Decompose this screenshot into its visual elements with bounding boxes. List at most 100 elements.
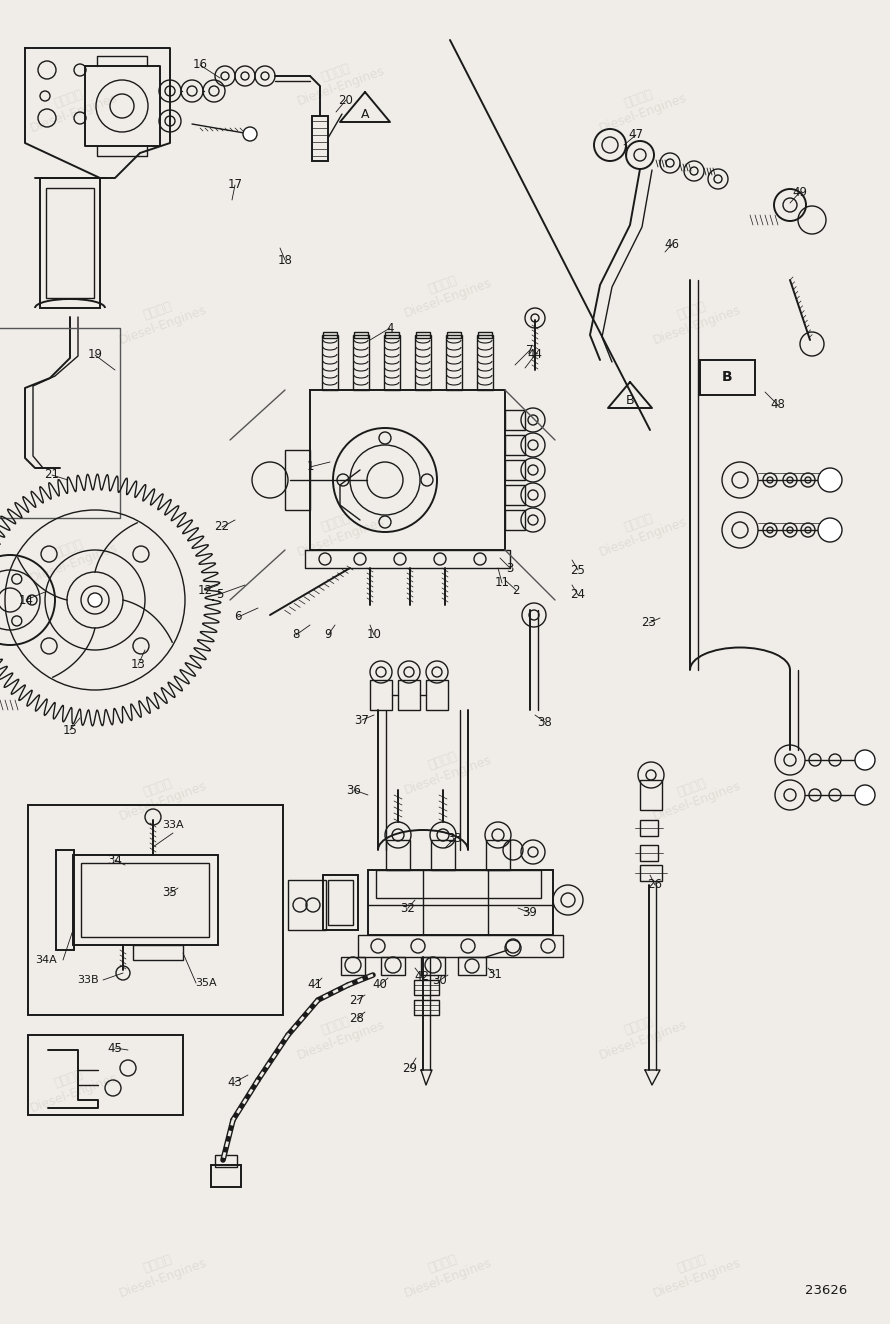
- Bar: [285, 450, 310, 510]
- Bar: [414, 1000, 439, 1016]
- Text: 25: 25: [570, 564, 586, 576]
- Bar: [505, 410, 525, 430]
- Text: 紫发动力
Diesel-Engines: 紫发动力 Diesel-Engines: [646, 289, 742, 347]
- Text: 30: 30: [433, 973, 448, 986]
- Bar: [447, 332, 461, 338]
- Bar: [415, 335, 431, 391]
- Circle shape: [818, 467, 842, 493]
- Bar: [505, 510, 525, 530]
- Text: B: B: [626, 393, 635, 406]
- Bar: [40, 177, 100, 308]
- Circle shape: [818, 518, 842, 542]
- Bar: [446, 335, 462, 391]
- Text: 7: 7: [526, 343, 534, 356]
- Bar: [370, 681, 392, 710]
- Bar: [81, 863, 209, 937]
- Text: 紫发动力
Diesel-Engines: 紫发动力 Diesel-Engines: [593, 1004, 689, 1062]
- Text: A: A: [360, 107, 369, 120]
- Bar: [416, 332, 430, 338]
- Text: 38: 38: [538, 715, 553, 728]
- Bar: [28, 1035, 183, 1115]
- Text: 10: 10: [367, 629, 382, 642]
- Text: 47: 47: [628, 128, 643, 142]
- Text: 34A: 34A: [35, 955, 57, 965]
- Text: 24: 24: [570, 588, 586, 601]
- Bar: [478, 332, 492, 338]
- Text: 48: 48: [771, 399, 786, 412]
- Bar: [46, 188, 94, 298]
- Text: 33A: 33A: [162, 820, 184, 830]
- Text: 28: 28: [350, 1012, 364, 1025]
- Bar: [477, 335, 493, 391]
- Text: 紫发动力
Diesel-Engines: 紫发动力 Diesel-Engines: [112, 1242, 208, 1300]
- Circle shape: [88, 593, 102, 606]
- Bar: [431, 839, 455, 870]
- Text: 42: 42: [415, 970, 430, 984]
- Text: 43: 43: [228, 1075, 242, 1088]
- Circle shape: [243, 127, 257, 140]
- Text: 17: 17: [228, 179, 242, 192]
- Bar: [384, 335, 400, 391]
- Text: 23: 23: [642, 617, 657, 629]
- Text: 紫发动力
Diesel-Engines: 紫发动力 Diesel-Engines: [397, 262, 493, 320]
- Circle shape: [855, 749, 875, 771]
- Text: 41: 41: [308, 978, 322, 992]
- Text: 4: 4: [386, 322, 393, 335]
- Bar: [700, 360, 755, 395]
- Bar: [381, 957, 405, 974]
- Text: 49: 49: [792, 185, 807, 199]
- Text: 31: 31: [488, 968, 503, 981]
- Text: 紫发动力
Diesel-Engines: 紫发动力 Diesel-Engines: [112, 765, 208, 824]
- Text: 22: 22: [214, 520, 230, 534]
- Text: 紫发动力
Diesel-Engines: 紫发动力 Diesel-Engines: [397, 1242, 493, 1300]
- Text: 27: 27: [350, 993, 365, 1006]
- Bar: [385, 332, 399, 338]
- Text: 2: 2: [513, 584, 520, 597]
- Text: 33: 33: [448, 831, 463, 845]
- Text: 紫发动力
Diesel-Engines: 紫发动力 Diesel-Engines: [593, 77, 689, 135]
- Bar: [328, 880, 353, 925]
- Text: 32: 32: [400, 902, 416, 915]
- Bar: [353, 335, 369, 391]
- Text: 紫发动力
Diesel-Engines: 紫发动力 Diesel-Engines: [290, 500, 386, 559]
- Text: 34: 34: [108, 854, 123, 866]
- Text: 12: 12: [198, 584, 213, 597]
- Bar: [358, 935, 563, 957]
- Bar: [215, 1155, 237, 1166]
- Bar: [211, 1165, 241, 1188]
- Text: 46: 46: [665, 237, 679, 250]
- Bar: [368, 870, 553, 935]
- Text: 9: 9: [324, 629, 332, 642]
- Bar: [354, 332, 368, 338]
- Bar: [288, 880, 326, 929]
- Bar: [73, 855, 218, 945]
- Bar: [640, 780, 662, 810]
- Text: 紫发动力
Diesel-Engines: 紫发动力 Diesel-Engines: [397, 739, 493, 797]
- Text: 1: 1: [306, 461, 314, 474]
- Text: 8: 8: [292, 629, 300, 642]
- Text: 3: 3: [506, 561, 514, 575]
- Text: 21: 21: [44, 469, 60, 482]
- Text: 紫发动力
Diesel-Engines: 紫发动力 Diesel-Engines: [290, 50, 386, 109]
- Text: 紫发动力
Diesel-Engines: 紫发动力 Diesel-Engines: [23, 527, 119, 585]
- Text: 45: 45: [108, 1042, 123, 1054]
- Text: 6: 6: [234, 610, 242, 624]
- Bar: [426, 681, 448, 710]
- Text: 紫发动力
Diesel-Engines: 紫发动力 Diesel-Engines: [23, 1057, 119, 1115]
- Bar: [640, 820, 658, 835]
- Text: 36: 36: [346, 784, 361, 797]
- Text: 29: 29: [402, 1062, 417, 1075]
- Text: 40: 40: [373, 978, 387, 992]
- Text: 23626: 23626: [805, 1283, 847, 1296]
- Bar: [28, 805, 283, 1016]
- Text: 16: 16: [192, 58, 207, 71]
- Text: 紫发动力
Diesel-Engines: 紫发动力 Diesel-Engines: [646, 765, 742, 824]
- Text: 紫发动力
Diesel-Engines: 紫发动力 Diesel-Engines: [290, 1004, 386, 1062]
- Bar: [458, 957, 486, 974]
- Bar: [323, 332, 337, 338]
- Text: 14: 14: [19, 593, 34, 606]
- Bar: [505, 485, 525, 504]
- Bar: [322, 335, 338, 391]
- Bar: [133, 945, 183, 960]
- Text: 33B: 33B: [77, 974, 99, 985]
